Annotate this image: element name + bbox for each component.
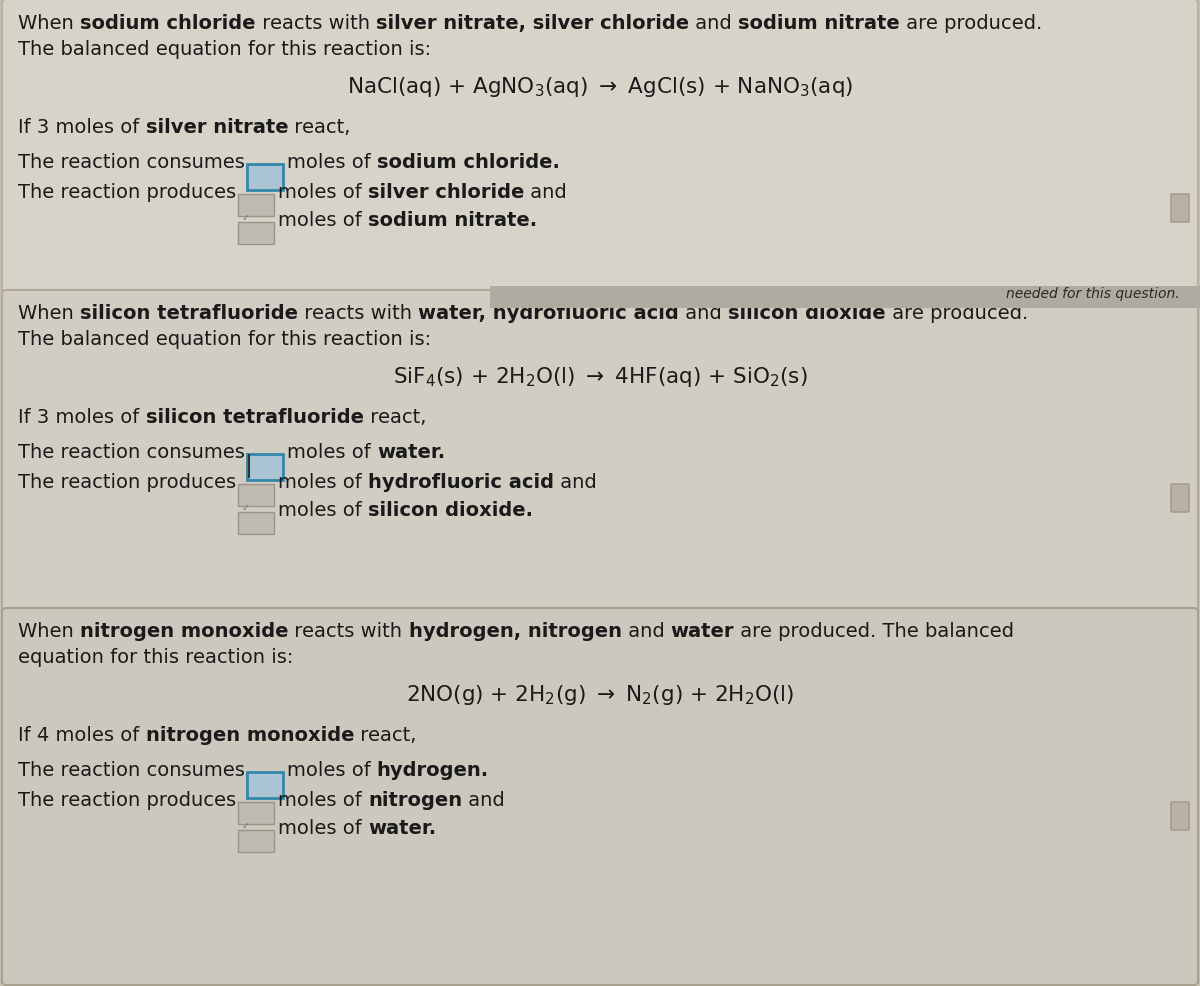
Text: silver nitrate, silver chloride: silver nitrate, silver chloride (376, 14, 689, 33)
Text: NaCl(aq) + AgNO$_3$(aq) $\rightarrow$ AgCl(s) + NaNO$_3$(aq): NaCl(aq) + AgNO$_3$(aq) $\rightarrow$ Ag… (347, 75, 853, 99)
Text: hydrogen, nitrogen: hydrogen, nitrogen (409, 621, 622, 640)
Text: The balanced equation for this reaction is:: The balanced equation for this reaction … (18, 40, 431, 59)
Text: moles of: moles of (278, 472, 368, 491)
Text: and: and (689, 14, 738, 33)
Bar (238, 830, 274, 852)
Text: The reaction produces: The reaction produces (18, 790, 236, 810)
Bar (247, 165, 283, 191)
Text: react,: react, (288, 118, 350, 137)
Text: When: When (18, 304, 80, 322)
Text: 2NO(g) + 2H$_2$(g) $\rightarrow$ N$_2$(g) + 2H$_2$O(l): 2NO(g) + 2H$_2$(g) $\rightarrow$ N$_2$(g… (406, 682, 794, 706)
Text: silicon dioxide.: silicon dioxide. (368, 501, 533, 520)
Text: and: and (679, 304, 728, 322)
Text: moles of: moles of (287, 153, 377, 172)
Text: If 3 moles of: If 3 moles of (18, 407, 145, 427)
Text: ✓: ✓ (241, 213, 250, 223)
Text: and: and (554, 472, 596, 491)
Text: The reaction produces: The reaction produces (18, 182, 236, 202)
Text: nitrogen monoxide: nitrogen monoxide (145, 726, 354, 744)
Bar (238, 484, 274, 507)
FancyBboxPatch shape (2, 0, 1198, 299)
FancyBboxPatch shape (1171, 803, 1189, 830)
Text: sodium nitrate.: sodium nitrate. (368, 211, 538, 230)
Text: silicon dioxide: silicon dioxide (728, 304, 886, 322)
Text: nitrogen: nitrogen (368, 790, 462, 810)
Text: are produced. The balanced: are produced. The balanced (734, 621, 1014, 640)
Text: If 4 moles of: If 4 moles of (18, 726, 145, 744)
Text: The reaction consumes: The reaction consumes (18, 760, 245, 779)
Bar (247, 455, 283, 480)
Text: react,: react, (354, 726, 416, 744)
Bar (238, 513, 274, 534)
Text: are produced.: are produced. (900, 14, 1042, 33)
Text: water: water (671, 621, 734, 640)
Bar (238, 803, 274, 824)
Text: water, hydrofluoric acid: water, hydrofluoric acid (419, 304, 679, 322)
FancyBboxPatch shape (2, 608, 1198, 985)
Text: sodium chloride: sodium chloride (80, 14, 256, 33)
Text: hydrofluoric acid: hydrofluoric acid (368, 472, 554, 491)
Text: moles of: moles of (278, 790, 368, 810)
Text: water.: water. (377, 443, 445, 461)
FancyBboxPatch shape (2, 291, 1198, 616)
Text: water.: water. (368, 818, 437, 837)
Text: reacts with: reacts with (298, 304, 419, 322)
Text: silicon tetrafluoride: silicon tetrafluoride (80, 304, 298, 322)
Text: and: and (622, 621, 671, 640)
Text: The reaction consumes: The reaction consumes (18, 443, 245, 461)
Text: sodium chloride.: sodium chloride. (377, 153, 559, 172)
Text: The reaction produces: The reaction produces (18, 472, 236, 491)
Text: moles of: moles of (287, 443, 377, 461)
Text: sodium nitrate: sodium nitrate (738, 14, 900, 33)
Text: moles of: moles of (278, 182, 368, 202)
Bar (247, 772, 283, 799)
Text: needed for this question.: needed for this question. (1007, 287, 1180, 301)
Text: The balanced equation for this reaction is:: The balanced equation for this reaction … (18, 329, 431, 349)
Text: ✓: ✓ (241, 503, 250, 513)
Text: If 3 moles of: If 3 moles of (18, 118, 145, 137)
Text: moles of: moles of (278, 501, 368, 520)
Text: moles of: moles of (278, 211, 368, 230)
Text: moles of: moles of (278, 818, 368, 837)
Text: and: and (462, 790, 505, 810)
Text: SiF$_4$(s) + 2H$_2$O(l) $\rightarrow$ 4HF(aq) + SiO$_2$(s): SiF$_4$(s) + 2H$_2$O(l) $\rightarrow$ 4H… (392, 365, 808, 388)
Text: react,: react, (364, 407, 426, 427)
Text: When: When (18, 14, 80, 33)
Text: silicon tetrafluoride: silicon tetrafluoride (145, 407, 364, 427)
Text: moles of: moles of (287, 760, 377, 779)
Text: When: When (18, 621, 80, 640)
Text: nitrogen monoxide: nitrogen monoxide (80, 621, 288, 640)
Bar (490, 287, 1200, 309)
Text: ✓: ✓ (241, 820, 250, 830)
Text: reacts with: reacts with (288, 621, 409, 640)
FancyBboxPatch shape (1171, 484, 1189, 513)
Text: reacts with: reacts with (256, 14, 376, 33)
Bar (238, 223, 274, 245)
Text: and: and (524, 182, 568, 202)
Text: The reaction consumes: The reaction consumes (18, 153, 245, 172)
Text: are produced.: are produced. (886, 304, 1028, 322)
FancyBboxPatch shape (1171, 195, 1189, 223)
Text: silver chloride: silver chloride (368, 182, 524, 202)
Bar (238, 195, 274, 217)
Text: equation for this reaction is:: equation for this reaction is: (18, 648, 293, 667)
Text: silver nitrate: silver nitrate (145, 118, 288, 137)
Text: hydrogen.: hydrogen. (377, 760, 490, 779)
